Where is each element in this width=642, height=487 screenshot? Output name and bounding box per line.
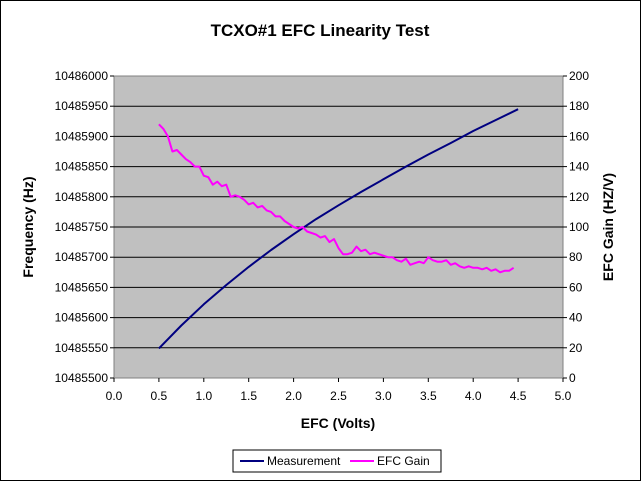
x-tick-label: 2.5 [330,389,347,403]
y-tick-label: 10485700 [55,250,109,264]
y-tick-label: 10486000 [55,69,109,83]
x-axis-ticks: 0.0 0.5 1.0 1.5 2.0 2.5 3.0 3.5 4.0 4.5 5.0 [106,378,572,403]
x-tick-label: 1.5 [240,389,257,403]
x-tick-label: 2.0 [285,389,302,403]
chart-title: TCXO#1 EFC Linearity Test [211,21,430,40]
y2-tick-label: 40 [569,311,583,325]
y-tick-label: 10485850 [55,160,109,174]
y-tick-label: 10485500 [55,371,109,385]
y2-tick-label: 100 [569,220,589,234]
y-tick-label: 10485600 [55,311,109,325]
y2-tick-label: 160 [569,129,589,143]
legend-box [232,449,442,473]
y2-tick-label: 20 [569,341,583,355]
series-line-efc-gain [158,123,515,274]
y-tick-label: 10485550 [55,341,109,355]
legend: Measurement EFC Gain [232,449,442,473]
y-tick-label: 10485800 [55,190,109,204]
x-tick-label: 3.0 [375,389,392,403]
x-tick-label: 1.0 [195,389,212,403]
x-tick-label: 4.0 [465,389,482,403]
y2-tick-label: 60 [569,280,583,294]
y2-tick-label: 120 [569,190,589,204]
x-tick-label: 4.5 [510,389,527,403]
y2-tick-label: 200 [569,69,589,83]
x-tick-label: 0.0 [106,389,123,403]
x-tick-label: 0.5 [151,389,168,403]
y-axis-ticks: 10485500 10485550 10485600 10485650 10485700… [55,69,114,385]
legend-label-efc-gain: EFC Gain [377,454,430,468]
y-tick-label: 10485950 [55,99,109,113]
series-lines [158,108,519,350]
y-axis-title: Frequency (Hz) [20,176,36,277]
y2-tick-label: 180 [569,99,589,113]
y-tick-label: 10485900 [55,129,109,143]
y-tick-label: 10485650 [55,280,109,294]
y-tick-label: 10485750 [55,220,109,234]
x-axis-title: EFC (Volts) [301,415,375,431]
series-line-measurement [158,108,519,350]
y2-tick-label: 80 [569,250,583,264]
x-tick-label: 3.5 [420,389,437,403]
y2-tick-label: 140 [569,160,589,174]
legend-label-measurement: Measurement [267,454,341,468]
y2-axis-ticks: 0 20 40 60 80 100 120 140 160 180 200 [563,69,589,385]
y2-axis-title: EFC Gain (HZ/V) [600,173,616,281]
x-tick-label: 5.0 [555,389,572,403]
y2-tick-label: 0 [569,371,576,385]
